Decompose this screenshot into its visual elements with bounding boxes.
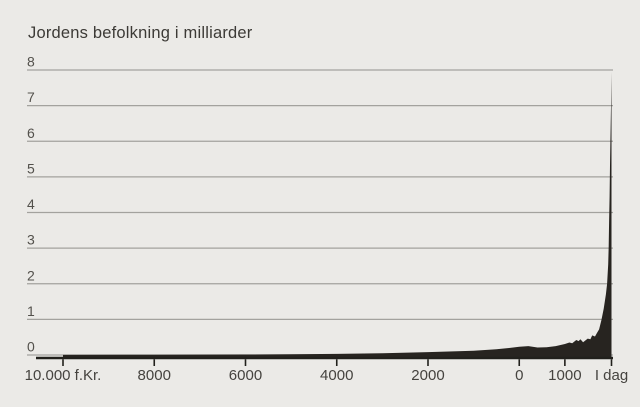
y-axis-tick-label: 7 [27, 89, 35, 105]
population-area [63, 71, 612, 358]
y-axis-tick-label: 4 [27, 196, 35, 212]
x-axis-tick-label: 4000 [320, 367, 353, 384]
gridlines [27, 69, 613, 356]
x-axis [36, 356, 613, 366]
y-axis-tick-label: 5 [27, 160, 35, 176]
x-axis-labels: 10.000 f.Kr. 8000 6000 4000 2000 0 1000 I dag [25, 367, 629, 384]
x-axis-tick-label: I dag [595, 367, 628, 384]
x-axis-tick-label: 10.000 f.Kr. [25, 367, 102, 384]
y-axis-tick-label: 3 [27, 232, 35, 248]
y-axis-tick-label: 6 [27, 125, 35, 141]
x-axis-tick-label: 8000 [138, 367, 171, 384]
y-axis-tick-label: 0 [27, 339, 35, 355]
y-axis-labels: 0 1 2 3 4 5 6 7 8 [27, 54, 35, 355]
x-axis-tick-label: 2000 [411, 367, 444, 384]
y-axis-tick-label: 1 [27, 303, 35, 319]
population-area-series [63, 71, 612, 358]
y-axis-tick-label: 8 [27, 54, 35, 70]
chart-title: Jordens befolkning i milliarder [28, 24, 253, 42]
y-axis-tick-label: 2 [27, 267, 35, 283]
x-axis-tick-label: 6000 [229, 367, 262, 384]
x-axis-tick-label: 0 [515, 367, 523, 384]
x-axis-tick-label: 1000 [548, 367, 581, 384]
